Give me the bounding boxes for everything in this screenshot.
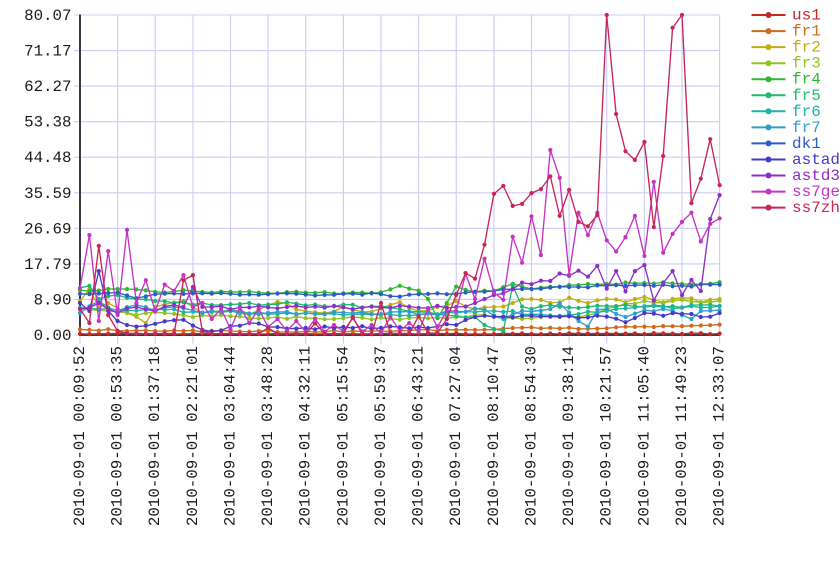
svg-text:17.79: 17.79 [24,256,71,274]
svg-text:ss7ge: ss7ge [792,183,840,201]
svg-text:2010-09-01 03:48:28: 2010-09-01 03:48:28 [259,346,277,526]
svg-text:53.38: 53.38 [24,114,71,132]
svg-text:2010-09-01 01:37:18: 2010-09-01 01:37:18 [146,346,164,526]
svg-text:fr2: fr2 [792,39,821,57]
svg-text:2010-09-01 06:43:21: 2010-09-01 06:43:21 [410,346,428,526]
svg-text:astd3: astd3 [792,167,840,185]
svg-text:2010-09-01 09:38:14: 2010-09-01 09:38:14 [560,346,578,526]
svg-text:dk1: dk1 [792,135,821,153]
svg-text:fr1: fr1 [792,23,821,41]
svg-text:2010-09-01 11:05:40: 2010-09-01 11:05:40 [635,346,653,526]
svg-text:fr3: fr3 [792,55,821,73]
svg-text:fr7: fr7 [792,119,821,137]
svg-text:2010-09-01 05:59:37: 2010-09-01 05:59:37 [372,346,390,526]
svg-text:2010-09-01 00:53:35: 2010-09-01 00:53:35 [109,346,127,526]
svg-text:2010-09-01 08:54:30: 2010-09-01 08:54:30 [523,346,541,526]
svg-text:2010-09-01 04:32:11: 2010-09-01 04:32:11 [297,346,315,526]
svg-text:2010-09-01 00:09:52: 2010-09-01 00:09:52 [71,346,89,526]
svg-text:26.69: 26.69 [24,220,71,238]
svg-text:44.48: 44.48 [24,149,71,167]
svg-text:35.59: 35.59 [24,185,71,203]
svg-text:ss7zh: ss7zh [792,199,840,217]
svg-text:fr5: fr5 [792,87,821,105]
svg-text:2010-09-01 11:49:23: 2010-09-01 11:49:23 [673,346,691,526]
svg-text:2010-09-01 07:27:04: 2010-09-01 07:27:04 [447,346,465,526]
svg-text:2010-09-01 02:21:01: 2010-09-01 02:21:01 [184,346,202,526]
svg-text:8.90: 8.90 [34,291,72,309]
svg-text:astad: astad [792,151,840,169]
svg-text:0.00: 0.00 [34,327,72,345]
svg-text:fr4: fr4 [792,71,821,89]
svg-text:2010-09-01 03:04:44: 2010-09-01 03:04:44 [222,346,240,526]
svg-text:us1: us1 [792,7,821,25]
svg-text:62.27: 62.27 [24,78,71,96]
svg-text:2010-09-01 12:33:07: 2010-09-01 12:33:07 [711,346,729,526]
svg-text:80.07: 80.07 [24,7,71,25]
svg-text:71.17: 71.17 [24,43,71,61]
svg-text:fr6: fr6 [792,103,821,121]
svg-text:2010-09-01 08:10:47: 2010-09-01 08:10:47 [485,346,503,526]
svg-text:2010-09-01 10:21:57: 2010-09-01 10:21:57 [598,346,616,526]
svg-text:2010-09-01 05:15:54: 2010-09-01 05:15:54 [334,346,352,526]
